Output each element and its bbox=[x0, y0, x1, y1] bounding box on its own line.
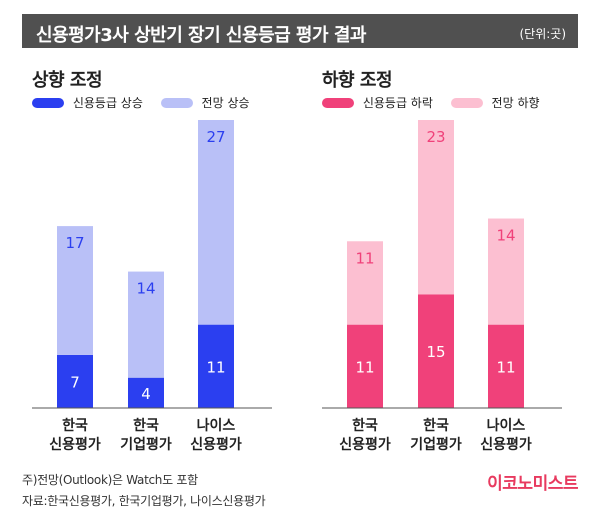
legend-swatch-outlook-up bbox=[160, 97, 193, 108]
data-label-rating-1: 15 bbox=[426, 343, 445, 361]
category-label-1-1: 기업평가 bbox=[410, 436, 462, 453]
bar-outlook-0 bbox=[57, 226, 93, 355]
upgrade-panel-title: 상향 조정 bbox=[32, 70, 103, 91]
data-label-outlook-1: 14 bbox=[136, 280, 155, 298]
bar-outlook-2 bbox=[198, 120, 234, 325]
legend-item-rating-down: 신용등급 하락 bbox=[322, 94, 433, 111]
data-label-outlook-2: 14 bbox=[496, 227, 515, 245]
legend-label-rating-up: 신용등급 상승 bbox=[72, 96, 143, 110]
legend-label-outlook-up: 전망 상승 bbox=[201, 96, 250, 110]
legend-label-outlook-down: 전망 하향 bbox=[491, 96, 540, 110]
title-bar: 신용평가3사 상반기 장기 신용등급 평가 결과 (단위:곳) bbox=[22, 14, 578, 48]
category-label-1-0: 한국 bbox=[423, 418, 449, 434]
data-label-rating-2: 11 bbox=[206, 358, 225, 376]
bar-outlook-1 bbox=[418, 120, 454, 295]
chart-title: 신용평가3사 상반기 장기 신용등급 평가 결과 bbox=[36, 25, 366, 46]
category-label-1-0: 한국 bbox=[133, 418, 159, 434]
category-label-0-0: 한국 bbox=[352, 418, 378, 434]
data-label-rating-1: 4 bbox=[141, 385, 151, 403]
bar-outlook-1 bbox=[128, 271, 164, 378]
legend-item-outlook-down: 전망 하향 bbox=[450, 94, 540, 111]
downgrade-chart: 11 11 한국신용평가 15 23 한국기업평가 11 14 나이스신용평가 bbox=[322, 120, 562, 453]
legend-swatch-rating-down bbox=[322, 97, 354, 108]
footnote-outlook: 주)전망(Outlook)은 Watch도 포함 bbox=[22, 473, 198, 487]
data-label-outlook-2: 27 bbox=[206, 128, 225, 146]
category-label-2-0: 나이스 bbox=[487, 417, 526, 434]
unit-label: (단위:곳) bbox=[519, 27, 566, 41]
bar-rating-2 bbox=[198, 324, 234, 408]
category-label-0-0: 한국 bbox=[62, 418, 88, 434]
data-label-outlook-0: 17 bbox=[65, 234, 84, 252]
legend-swatch-outlook-down bbox=[450, 97, 483, 108]
legend-item-rating-up: 신용등급 상승 bbox=[32, 94, 143, 111]
upgrade-legend: 신용등급 상승 전망 상승 bbox=[32, 94, 264, 111]
bar-rating-0 bbox=[347, 324, 383, 408]
downgrade-panel-title: 하향 조정 bbox=[322, 70, 393, 91]
bar-outlook-0 bbox=[347, 241, 383, 325]
data-label-rating-0: 11 bbox=[355, 358, 374, 376]
legend-label-rating-down: 신용등급 하락 bbox=[362, 96, 433, 110]
brand-logo: 이코노미스트 bbox=[487, 474, 578, 494]
upgrade-chart: 7 17 한국신용평가 4 14 한국기업평가 11 27 나이스신용평가 bbox=[32, 120, 272, 453]
category-label-2-1: 신용평가 bbox=[480, 436, 532, 453]
category-label-2-1: 신용평가 bbox=[190, 436, 242, 453]
data-label-rating-0: 7 bbox=[70, 373, 80, 391]
bar-rating-2 bbox=[488, 324, 524, 408]
downgrade-legend: 신용등급 하락 전망 하향 bbox=[322, 94, 554, 111]
category-label-2-0: 나이스 bbox=[197, 417, 236, 434]
category-label-0-1: 신용평가 bbox=[339, 436, 391, 453]
legend-swatch-rating-up bbox=[32, 97, 64, 108]
data-label-rating-2: 11 bbox=[496, 358, 515, 376]
category-label-0-1: 신용평가 bbox=[49, 436, 101, 453]
bar-rating-1 bbox=[418, 294, 454, 408]
data-label-outlook-1: 23 bbox=[426, 128, 445, 146]
bar-rating-1 bbox=[128, 377, 164, 408]
bar-outlook-2 bbox=[488, 218, 524, 325]
bar-rating-0 bbox=[57, 354, 93, 408]
legend-item-outlook-up: 전망 상승 bbox=[160, 94, 250, 111]
data-label-outlook-0: 11 bbox=[355, 249, 374, 267]
footnote-source: 자료:한국신용평가, 한국기업평가, 나이스신용평가 bbox=[22, 494, 266, 508]
category-label-1-1: 기업평가 bbox=[120, 436, 172, 453]
